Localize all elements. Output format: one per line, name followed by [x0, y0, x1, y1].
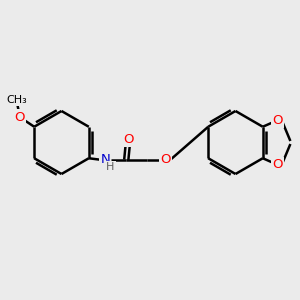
Text: N: N [100, 153, 110, 166]
Text: H: H [106, 162, 115, 172]
Text: O: O [123, 133, 133, 146]
Text: O: O [272, 114, 283, 127]
Text: O: O [15, 111, 25, 124]
Text: CH₃: CH₃ [6, 95, 27, 105]
Text: O: O [160, 153, 170, 166]
Text: O: O [272, 158, 283, 171]
